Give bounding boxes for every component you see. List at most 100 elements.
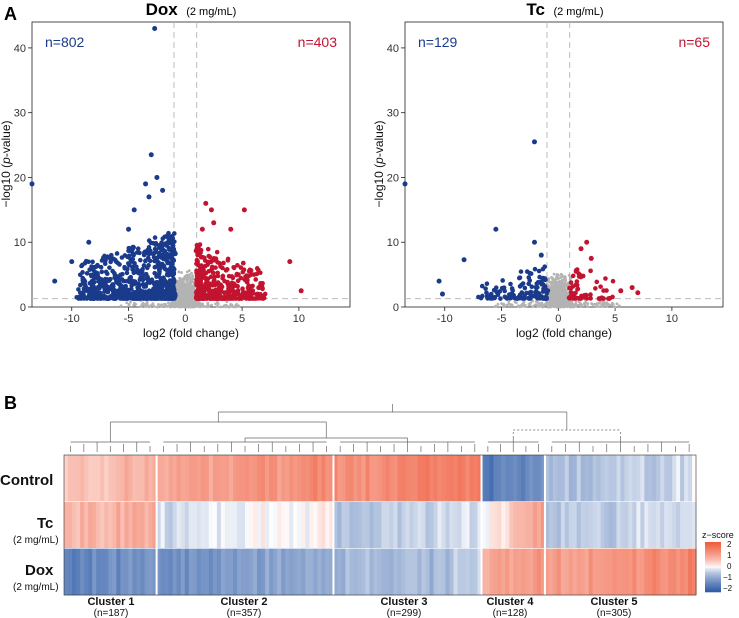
data-point — [560, 278, 564, 282]
data-point — [187, 285, 191, 288]
volcano-tc-plot-area — [404, 21, 724, 308]
heatmap-cell — [429, 501, 435, 549]
data-point — [556, 274, 560, 277]
heatmap-cell — [517, 548, 522, 596]
heatmap-cell — [548, 501, 554, 549]
data-point — [287, 259, 293, 265]
heatmap-cell — [301, 548, 306, 596]
heatmap-cell — [501, 501, 506, 549]
heatmap-cell — [285, 501, 290, 549]
heatmap-cell — [232, 548, 238, 596]
heatmap-cell — [321, 455, 327, 502]
data-point — [208, 274, 214, 280]
data-point — [159, 285, 164, 291]
legend-swatch — [705, 578, 721, 580]
heatmap-cell — [317, 455, 322, 502]
data-point — [114, 280, 119, 285]
data-point — [130, 246, 135, 252]
data-point — [549, 289, 553, 292]
data-point — [551, 277, 555, 281]
data-point — [130, 267, 135, 272]
data-point — [240, 269, 246, 275]
heatmap-cell — [473, 548, 479, 596]
data-point — [112, 291, 117, 296]
heatmap-cell — [269, 455, 274, 502]
ytick-label: 10 — [14, 237, 26, 249]
data-point — [228, 226, 234, 232]
heatmap-cell — [132, 455, 138, 502]
heatmap-cell — [437, 548, 443, 596]
data-point — [107, 256, 113, 261]
data-point — [107, 265, 112, 270]
data-point — [97, 286, 102, 291]
heatmap-cell — [180, 548, 186, 596]
heatmap-cell — [513, 455, 518, 502]
heatmap-cell — [241, 548, 246, 596]
heatmap-cell — [245, 501, 250, 549]
legend-swatch — [705, 584, 721, 587]
heatmap-cell — [224, 455, 230, 502]
heatmap-cell — [104, 455, 109, 502]
heatmap-cell — [108, 501, 113, 549]
data-point — [179, 302, 183, 306]
data-point — [206, 302, 210, 305]
volcano-tc-title: Tc (2 mg/mL) — [526, 0, 603, 19]
heatmap-cell — [473, 455, 479, 502]
data-point — [183, 299, 187, 303]
data-point — [185, 270, 189, 274]
data-point — [508, 281, 513, 287]
data-point — [87, 280, 93, 286]
data-point — [155, 259, 160, 265]
heatmap-cell — [521, 501, 526, 549]
heatmap-cell — [529, 501, 534, 549]
data-point — [599, 295, 604, 300]
ytick-label: 30 — [14, 108, 26, 120]
heatmap-cell — [588, 548, 594, 596]
heatmap-cell — [469, 548, 475, 596]
heatmap-cell — [369, 501, 375, 549]
data-point — [237, 304, 240, 308]
data-point — [528, 289, 534, 295]
data-point — [203, 200, 209, 206]
data-point — [126, 294, 131, 299]
heatmap-cell — [68, 501, 73, 549]
heatmap-cell — [317, 501, 322, 549]
data-point — [108, 259, 113, 265]
legend-swatch — [705, 552, 721, 554]
data-point — [567, 285, 572, 291]
legend-swatch — [705, 554, 721, 557]
heatmap-cell — [357, 455, 363, 502]
data-point — [210, 303, 213, 307]
data-point — [549, 294, 553, 298]
heatmap-cell — [249, 455, 254, 502]
heatmap-cell — [353, 455, 359, 502]
data-point — [555, 287, 559, 291]
data-point — [578, 246, 584, 252]
data-point — [140, 273, 146, 279]
data-point — [190, 288, 194, 292]
data-point — [141, 263, 147, 268]
heatmap-cell — [381, 501, 387, 549]
heatmap-cell — [664, 501, 669, 549]
data-point — [180, 282, 184, 286]
data-point — [188, 294, 192, 298]
data-point — [211, 294, 216, 300]
data-point — [136, 281, 141, 287]
heatmap-cell — [656, 501, 661, 549]
legend-swatch — [705, 570, 721, 573]
data-point — [603, 276, 608, 281]
data-point — [178, 284, 181, 288]
data-point — [516, 304, 520, 308]
heatmap-cell — [425, 501, 431, 549]
heatmap-cell — [592, 455, 598, 502]
data-point — [552, 297, 556, 300]
heatmap-cell — [465, 455, 471, 502]
heatmap-cell — [196, 455, 202, 502]
heatmap-cell — [309, 501, 314, 549]
data-point — [629, 285, 635, 291]
heatmap-cell — [180, 501, 186, 549]
heatmap-cell — [224, 501, 230, 549]
data-point — [547, 277, 551, 281]
data-point — [162, 266, 168, 271]
data-point — [553, 281, 557, 285]
